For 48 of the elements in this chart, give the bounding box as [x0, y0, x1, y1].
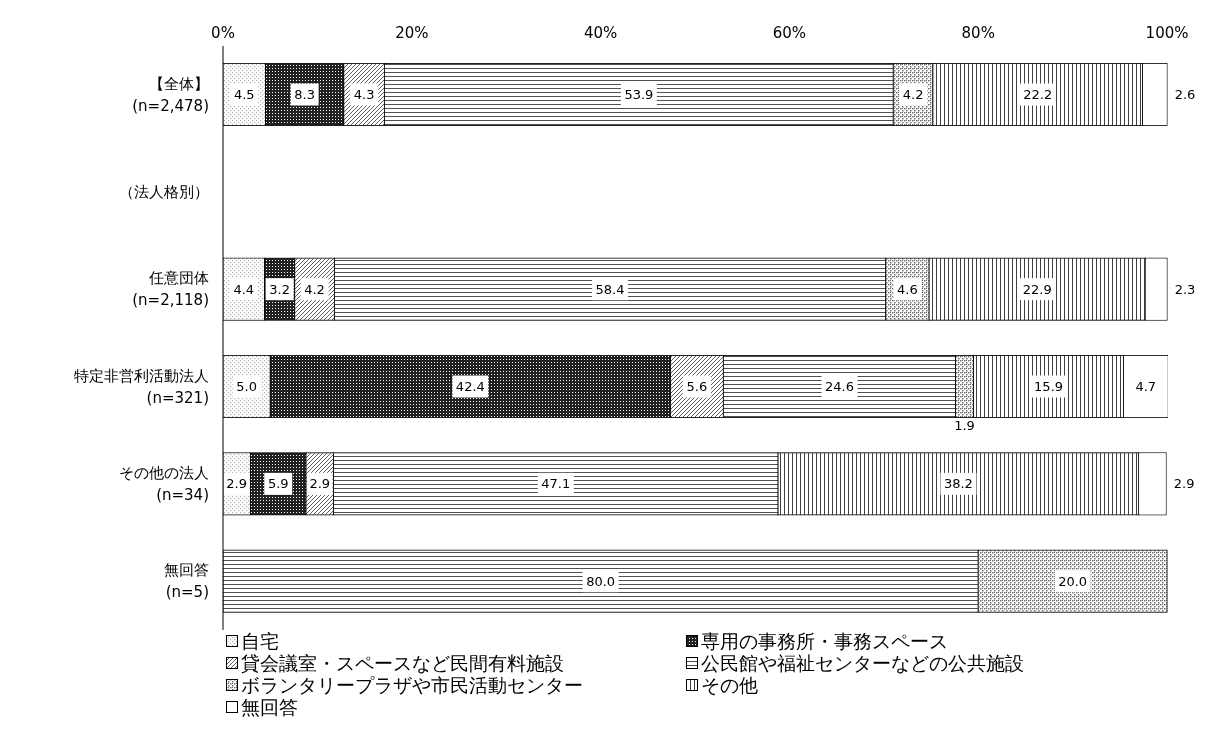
legend-label: 公民館や福祉センターなどの公共施設	[701, 652, 1024, 674]
x-tick-label: 40%	[583, 24, 618, 42]
y-tick-label: （法人格別）	[119, 182, 209, 201]
data-label: 2.9	[226, 476, 248, 492]
data-label: 42.4	[455, 379, 485, 395]
x-tick-label: 100%	[1145, 24, 1189, 42]
y-tick-label: 特定非営利活動法人 (n=321)	[74, 366, 209, 407]
data-label: 1.9	[954, 418, 975, 434]
data-label: 3.2	[269, 281, 290, 297]
data-label: 20.0	[1058, 573, 1088, 589]
data-label: 22.2	[1023, 87, 1053, 103]
x-tick-label: 80%	[961, 24, 995, 42]
y-tick-label: その他の法人 (n=34)	[119, 463, 209, 504]
data-label: 2.9	[309, 476, 331, 492]
data-label: 4.6	[897, 281, 918, 297]
legend-label: 自宅	[241, 630, 279, 652]
data-label: 2.9	[1173, 476, 1195, 492]
data-label: 4.5	[233, 87, 255, 103]
y-tick-label: 無回答 (n=5)	[164, 560, 209, 601]
data-label: 5.9	[267, 476, 289, 492]
data-label: 80.0	[586, 573, 616, 589]
data-label: 22.9	[1022, 281, 1052, 297]
data-label: 4.2	[902, 87, 924, 103]
data-label: 2.6	[1174, 87, 1196, 103]
legend-label: ボランタリープラザや市民活動センター	[241, 674, 583, 696]
data-label: 8.3	[294, 87, 315, 103]
x-tick-label: 0%	[211, 24, 235, 42]
y-tick-label: 【全体】 (n=2,478)	[132, 74, 209, 115]
data-label: 2.3	[1174, 281, 1196, 297]
data-label: 4.2	[304, 281, 325, 297]
legend-label: 専用の事務所・事務スペース	[701, 630, 948, 652]
data-label: 38.2	[943, 476, 973, 492]
data-label: 15.9	[1034, 379, 1064, 395]
legend-label: その他	[701, 674, 758, 696]
data-label: 5.6	[686, 379, 708, 395]
data-label: 58.4	[595, 281, 625, 297]
legend-label: 無回答	[241, 696, 298, 718]
data-label: 24.6	[824, 379, 854, 395]
data-label: 53.9	[624, 87, 654, 103]
data-label: 47.1	[541, 476, 571, 492]
x-tick-label: 20%	[395, 24, 429, 42]
y-tick-label: 任意団体 (n=2,118)	[132, 268, 209, 309]
data-label: 4.3	[353, 87, 375, 103]
data-label: 4.7	[1135, 379, 1157, 395]
data-label: 5.0	[236, 379, 257, 395]
x-tick-label: 60%	[772, 24, 807, 42]
data-label: 4.4	[233, 281, 255, 297]
legend-label: 貸会議室・スペースなど民間有料施設	[241, 652, 564, 674]
